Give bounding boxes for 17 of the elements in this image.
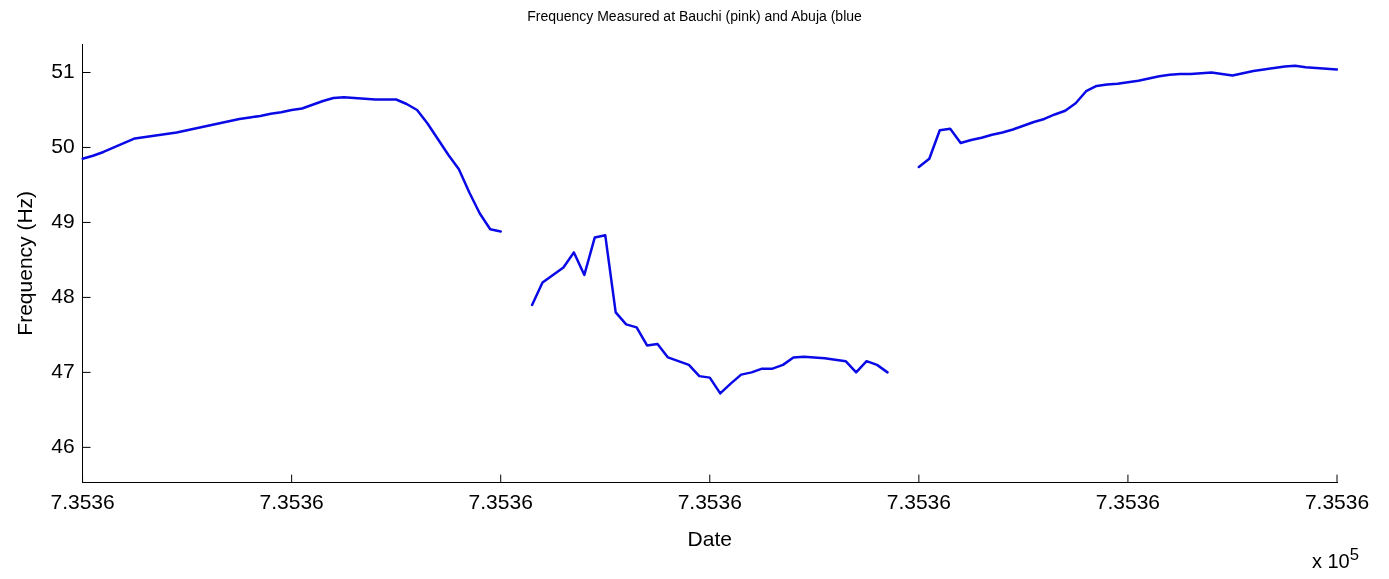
x-tick-label: 7.3536 (1304, 490, 1370, 513)
text: x 10$^{5}$ (1311, 545, 1359, 573)
y-tick-label: 50 (51, 134, 75, 158)
x-tick-label: 7.3536 (468, 490, 533, 513)
chart-title: Frequency Measured at Bauchi (pink) and Abuja (blue (526, 8, 863, 24)
x-tick-label: 7.3536 (1095, 490, 1161, 513)
x-tick-label: 7.3536 (677, 490, 742, 513)
y-axis-title: Frequency (Hz) (13, 190, 37, 336)
y-tick-label: 46 (51, 434, 75, 458)
x-tick-label: 7.3536 (50, 490, 115, 513)
x-axis-title: Date (687, 527, 732, 551)
x-tick-label: 7.3536 (259, 490, 324, 513)
y-tick-label: 49 (51, 209, 75, 233)
y-tick-label: 47 (51, 359, 75, 383)
x-tick-label: 7.3536 (886, 490, 951, 513)
y-tick-label: 48 (51, 284, 75, 308)
y-tick-label: 51 (51, 59, 75, 83)
